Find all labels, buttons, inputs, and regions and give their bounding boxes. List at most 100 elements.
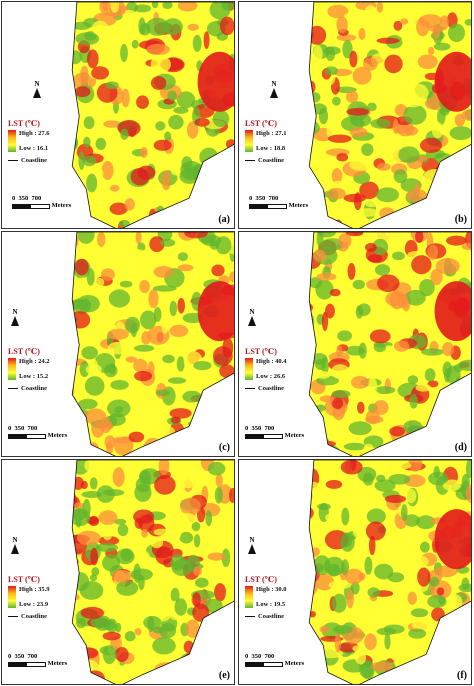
lst-patch [263,667,275,678]
lst-patch [11,6,33,26]
lst-patch [467,423,471,430]
lst-patch [453,164,471,175]
coastline [71,232,234,456]
lst-patch [50,123,62,131]
lst-patch [47,391,70,403]
lst-patch [406,215,426,228]
lst-patch [239,460,252,470]
lst-patch [309,607,312,617]
lst-patch [374,479,396,492]
lst-patch [239,265,258,274]
lst-patch [393,20,403,31]
north-arrow-icon [248,316,256,326]
lst-patch [193,361,212,371]
lst-patch [421,674,442,683]
lst-patch [131,549,151,567]
lst-patch [121,88,130,108]
lst-patch [110,184,120,192]
lst-patch [410,608,429,618]
lst-patch [51,161,62,180]
coastline [308,232,471,456]
lst-patch [349,50,358,68]
lst-patch [394,616,405,625]
lst-patch [446,235,467,246]
legend-low: Low : 15.2 [19,373,49,380]
lst-patch [367,377,378,395]
lst-patch [150,536,164,549]
lst-patch [349,158,372,171]
lst-patch [428,216,435,225]
lst-patch [405,488,417,504]
lst-patch [465,484,471,504]
lst-patch [283,253,307,268]
lst-patch [239,560,252,569]
lst-patch [72,205,82,216]
lst-patch [210,178,218,191]
lst-patch [239,56,248,72]
lst-patch [242,460,263,479]
lst-patch [415,384,432,392]
lst-patch [269,462,289,476]
lst-patch [44,53,58,63]
lst-patch [27,518,49,529]
lst-patch [309,518,310,532]
lst-patch [373,342,387,353]
lst-patch [346,90,359,103]
coastline [71,460,234,684]
lst-patch [222,396,233,415]
lst-patch [178,481,185,495]
lst-patch [399,665,408,681]
lst-patch [256,53,275,63]
lst-patch [159,425,176,440]
lst-patch [169,300,178,317]
lst-patch [74,86,91,97]
lst-patch [417,567,431,587]
lst-patch [72,441,73,456]
lst-patch [222,337,234,358]
lst-patch [203,31,210,49]
lst-patch [187,121,199,139]
lst-patch [361,143,374,157]
lst-patch [168,114,184,130]
lst-patch [72,611,74,623]
scale-tick: 350 [255,195,266,202]
lst-patch [342,39,353,59]
lst-patch [464,19,471,26]
lst-patch [401,504,408,521]
lst-patch [387,572,405,583]
lst-patch [112,467,125,487]
lst-patch [2,242,22,249]
scale-tick: 700 [268,195,279,202]
lst-patch [275,221,293,229]
lst-patch [131,39,139,49]
scale-unit: Meters [51,202,72,209]
lst-patch [84,376,105,396]
lst-patch [267,2,291,16]
lst-patch [9,164,23,178]
scale-tick: 350 [251,425,262,432]
lst-patch [451,153,462,172]
map-panel-a: N LST (℃) High : 27.6 Low : 16.1 Coastlin… [1,1,235,229]
lst-patch [193,566,203,576]
lst-patch [376,232,392,244]
lst-patch [48,367,58,381]
lst-patch [316,232,324,248]
lst-patch [177,297,185,314]
lst-patch [8,54,23,67]
lst-patch [58,605,72,611]
lst-patch [29,170,41,176]
lst-patch [145,680,159,684]
lst-patch [339,252,349,268]
lst-patch [20,460,32,466]
lst-patch [47,475,54,487]
lst-patch [316,272,337,281]
lst-patch [72,72,73,89]
lst-patch [2,404,15,413]
lst-patch [177,132,186,143]
lst-patch [61,394,72,412]
lst-patch [141,528,148,538]
lst-patch [442,479,461,492]
lst-patch [72,311,91,329]
lst-patch [195,577,209,588]
lst-patch [27,317,40,324]
